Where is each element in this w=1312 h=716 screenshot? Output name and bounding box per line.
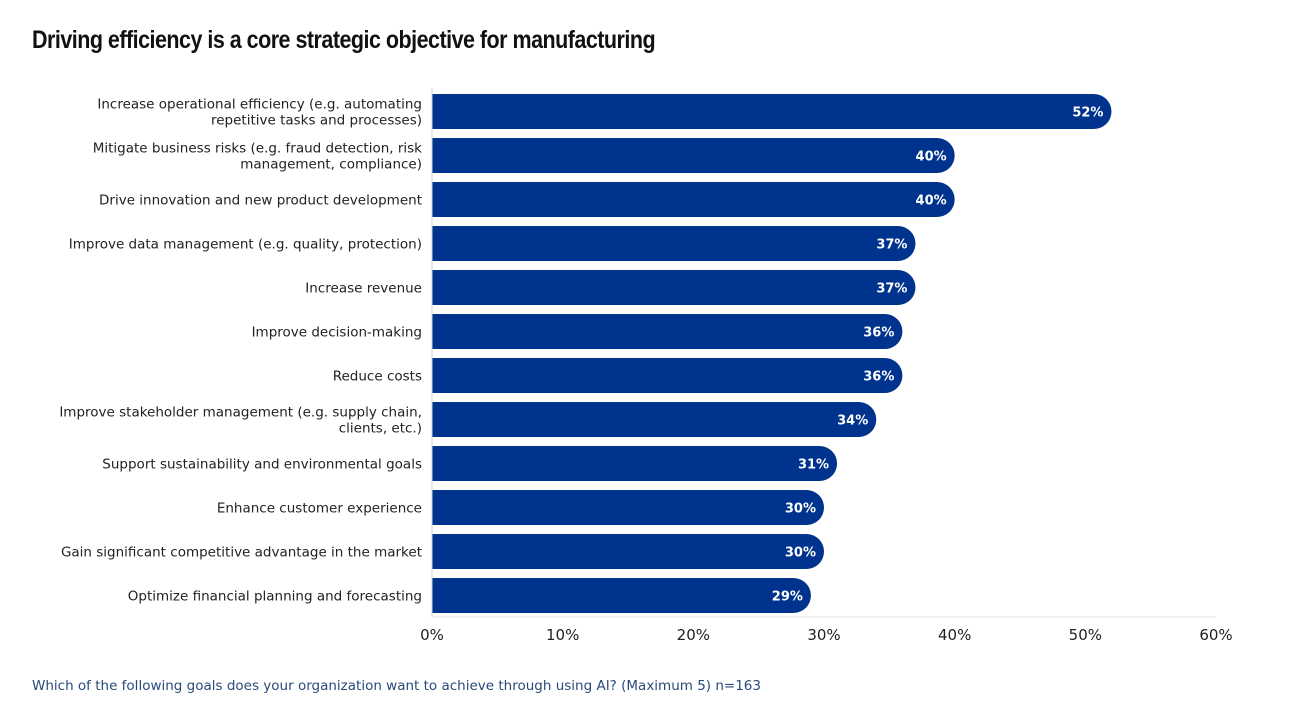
bars-group bbox=[432, 94, 1112, 613]
category-label-line: Improve decision-making bbox=[252, 325, 422, 341]
category-label-line: Support sustainability and environmental… bbox=[102, 457, 422, 473]
category-label-line: Gain significant competitive advantage i… bbox=[61, 545, 422, 561]
bar bbox=[432, 578, 811, 613]
category-label: Enhance customer experience bbox=[217, 501, 422, 517]
value-labels-group: 52% 40% 40% 37% 37% 36% 36% 34% 31% 30% 30% 29% bbox=[772, 106, 1104, 605]
category-label-line: clients, etc.) bbox=[339, 421, 422, 437]
category-label: Mitigate business risks (e.g. fraud dete… bbox=[93, 141, 422, 173]
category-label-line: management, compliance) bbox=[240, 157, 422, 173]
bar bbox=[432, 314, 903, 349]
x-tick-label: 0% bbox=[420, 626, 444, 644]
category-label-line: Enhance customer experience bbox=[217, 501, 422, 517]
bar bbox=[432, 182, 955, 217]
bar bbox=[432, 402, 877, 437]
category-label-line: Increase operational efficiency (e.g. au… bbox=[97, 97, 422, 113]
category-label-line: Improve stakeholder management (e.g. sup… bbox=[59, 405, 422, 421]
category-label-line: repetitive tasks and processes) bbox=[211, 113, 422, 129]
bar bbox=[432, 534, 825, 569]
bar-value-label: 52% bbox=[1072, 106, 1103, 121]
bar-value-label: 37% bbox=[876, 238, 907, 253]
category-label-line: Mitigate business risks (e.g. fraud dete… bbox=[93, 141, 422, 157]
bar-value-label: 40% bbox=[916, 150, 947, 165]
bar-value-label: 29% bbox=[772, 590, 803, 605]
bar-value-label: 40% bbox=[916, 194, 947, 209]
category-label: Improve stakeholder management (e.g. sup… bbox=[59, 405, 422, 437]
bar-value-label: 36% bbox=[863, 370, 894, 385]
bar bbox=[432, 270, 916, 305]
category-label-line: Increase revenue bbox=[305, 281, 422, 297]
category-label: Optimize financial planning and forecast… bbox=[128, 589, 422, 605]
x-tick-label: 30% bbox=[807, 626, 840, 644]
category-label: Improve data management (e.g. quality, p… bbox=[69, 237, 422, 253]
bar-value-label: 34% bbox=[837, 414, 868, 429]
x-tick-label: 40% bbox=[938, 626, 971, 644]
category-label: Gain significant competitive advantage i… bbox=[61, 545, 422, 561]
category-label: Support sustainability and environmental… bbox=[102, 457, 422, 473]
bar bbox=[432, 446, 838, 481]
category-label-line: Drive innovation and new product develop… bbox=[99, 193, 422, 209]
x-tick-label: 50% bbox=[1069, 626, 1102, 644]
category-label: Improve decision-making bbox=[252, 325, 422, 341]
bar-value-label: 30% bbox=[785, 546, 816, 561]
bar bbox=[432, 226, 916, 261]
category-label: Drive innovation and new product develop… bbox=[99, 193, 422, 209]
bar-value-label: 37% bbox=[876, 282, 907, 297]
chart-title: Driving efficiency is a core strategic o… bbox=[32, 26, 656, 54]
bar-value-label: 31% bbox=[798, 458, 829, 473]
category-label: Increase operational efficiency (e.g. au… bbox=[97, 97, 422, 129]
bar bbox=[432, 490, 825, 525]
survey-question-footnote: Which of the following goals does your o… bbox=[32, 678, 761, 694]
bar bbox=[432, 358, 903, 393]
category-labels-group: Increase operational efficiency (e.g. au… bbox=[59, 97, 422, 605]
bar bbox=[432, 138, 955, 173]
bar bbox=[432, 94, 1112, 129]
x-tick-label: 10% bbox=[546, 626, 579, 644]
category-label: Increase revenue bbox=[305, 281, 422, 297]
bar-value-label: 36% bbox=[863, 326, 894, 341]
x-axis: 0% 10% 20% 30% 40% 50% 60% bbox=[420, 88, 1233, 644]
bar-value-label: 30% bbox=[785, 502, 816, 517]
category-label: Reduce costs bbox=[333, 369, 422, 385]
category-label-line: Optimize financial planning and forecast… bbox=[128, 589, 422, 605]
x-tick-label: 20% bbox=[677, 626, 710, 644]
category-label-line: Improve data management (e.g. quality, p… bbox=[69, 237, 422, 253]
category-label-line: Reduce costs bbox=[333, 369, 422, 385]
x-tick-label: 60% bbox=[1199, 626, 1232, 644]
